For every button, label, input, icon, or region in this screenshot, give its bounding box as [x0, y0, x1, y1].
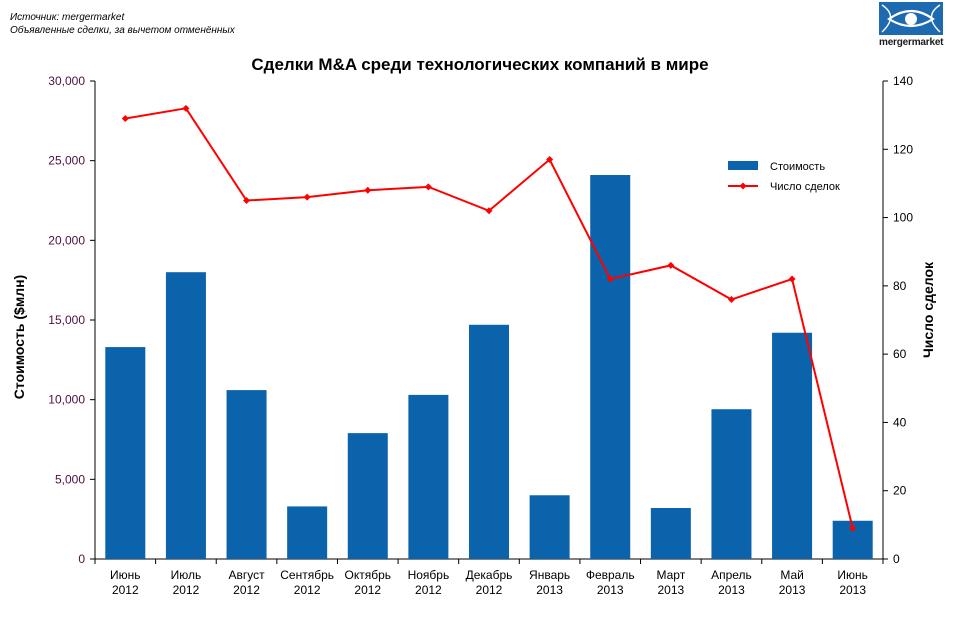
deals-point: [424, 183, 432, 191]
eye-logo-icon: [879, 2, 943, 35]
y-tick-label-right: 0: [893, 552, 900, 566]
value-bar: [347, 433, 388, 559]
x-tick-label-year: 2013: [597, 583, 624, 597]
value-bar: [226, 390, 267, 559]
y-tick-label-right: 140: [893, 74, 913, 88]
x-tick-label-month: Февраль: [586, 568, 635, 582]
x-tick-label-month: Июнь: [837, 568, 868, 582]
x-tick-label-month: Август: [228, 568, 265, 582]
x-tick-label-year: 2012: [294, 583, 321, 597]
x-tick-label-month: Октябрь: [345, 568, 392, 582]
legend-swatch-marker: [739, 182, 747, 190]
y-tick-label-right: 120: [893, 142, 913, 156]
value-bar: [711, 409, 752, 559]
x-tick-label-month: Ноябрь: [408, 568, 450, 582]
y-tick-label-right: 60: [893, 347, 907, 361]
y-tick-label-left: 5,000: [55, 472, 85, 486]
deals-point: [727, 296, 735, 304]
deals-point: [121, 115, 129, 123]
deals-point: [485, 207, 493, 215]
deals-point: [243, 197, 251, 204]
logo-text: mergermarket: [879, 37, 944, 48]
chart-title: Сделки M&A среди технологических компани…: [251, 55, 709, 74]
value-bar: [772, 332, 813, 559]
value-bar: [287, 506, 328, 559]
x-tick-label-year: 2012: [415, 583, 442, 597]
x-tick-label-year: 2013: [779, 583, 806, 597]
note-line: Объявленные сделки, за вычетом отменённы…: [10, 25, 235, 36]
deals-point: [849, 524, 857, 532]
x-tick-label-year: 2012: [173, 583, 200, 597]
x-tick-label-month: Июнь: [110, 568, 141, 582]
y-tick-label-right: 20: [893, 484, 907, 498]
x-tick-label-year: 2013: [536, 583, 563, 597]
x-tick-label-year: 2013: [839, 583, 866, 597]
x-tick-label-month: Январь: [529, 568, 570, 582]
value-bar: [590, 175, 631, 560]
value-bar: [529, 495, 570, 559]
legend-label-value: Стоимость: [770, 161, 825, 173]
value-bar: [408, 394, 449, 559]
y-tick-label-right: 100: [893, 211, 913, 225]
x-tick-label-year: 2012: [354, 583, 381, 597]
x-tick-label-month: Июль: [171, 568, 202, 582]
value-bar: [105, 347, 146, 559]
y-tick-label-left: 0: [78, 552, 85, 566]
y-tick-label-left: 30,000: [48, 74, 85, 88]
y-tick-label-left: 20,000: [48, 233, 85, 247]
legend-swatch-bar: [728, 161, 758, 170]
deals-point: [667, 261, 675, 269]
x-tick-label-year: 2013: [657, 583, 684, 597]
x-tick-label-year: 2012: [112, 583, 139, 597]
y-tick-label-right: 80: [893, 279, 907, 293]
x-tick-label-month: Май: [780, 568, 804, 582]
mergermarket-logo: mergermarket: [879, 2, 944, 48]
source-line: Источник: mergermarket: [10, 12, 125, 23]
deals-point: [364, 186, 372, 194]
deals-point: [182, 104, 190, 112]
deals-point: [788, 275, 796, 283]
value-bar: [165, 272, 206, 559]
deals-point: [546, 156, 554, 164]
value-bar: [468, 324, 510, 559]
x-tick-label-month: Март: [656, 568, 685, 582]
deals-point: [606, 275, 614, 283]
x-tick-label-month: Сентябрь: [280, 568, 334, 582]
x-tick-label-month: Декабрь: [466, 568, 513, 582]
y-tick-label-right: 40: [893, 415, 907, 429]
x-tick-label-year: 2012: [476, 583, 503, 597]
x-tick-label-year: 2012: [233, 583, 260, 597]
value-bar: [650, 508, 691, 559]
x-tick-label-month: Апрель: [711, 568, 752, 582]
source-note: Источник: mergermarket Объявленные сделк…: [10, 11, 235, 37]
legend-label-deals: Число сделок: [770, 181, 840, 193]
y-tick-label-left: 15,000: [48, 313, 85, 327]
y-tick-label-left: 10,000: [48, 393, 85, 407]
x-tick-label-year: 2013: [718, 583, 745, 597]
y-tick-label-left: 25,000: [48, 154, 85, 168]
deals-point: [303, 193, 311, 201]
